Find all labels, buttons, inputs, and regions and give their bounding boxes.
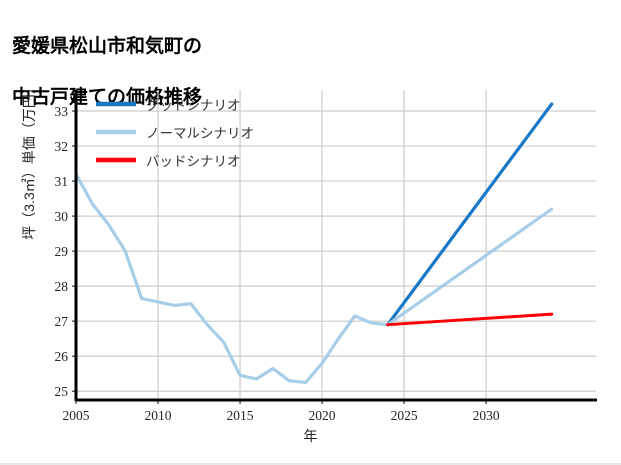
x-tick-label: 2005: [63, 408, 90, 423]
axis-spines: [74, 90, 597, 402]
series-line: [386, 102, 554, 327]
legend-label: バッドシナリオ: [146, 154, 241, 169]
chart-title: 愛媛県松山市和気町の 中古戸建ての価格推移: [12, 8, 202, 111]
y-tick-label: 27: [55, 314, 69, 329]
series-layer: [74, 102, 554, 385]
y-tick-label: 26: [55, 349, 69, 364]
y-tick-label: 29: [55, 244, 69, 259]
x-tick-label: 2030: [473, 408, 500, 423]
y-tick-label: 31: [55, 174, 69, 189]
legend-label: グッドシナリオ: [146, 98, 241, 113]
y-tick-label: 28: [55, 279, 69, 294]
chart-title-line-1: 愛媛県松山市和気町の: [12, 35, 203, 57]
series-line: [74, 172, 554, 385]
x-axis-label: 年: [303, 428, 318, 444]
legend-label: ノーマルシナリオ: [146, 126, 254, 141]
y-tick-label: 32: [55, 139, 69, 154]
x-tick-label: 2025: [391, 408, 418, 423]
y-tick-label: 30: [55, 209, 69, 224]
x-tick-label: 2015: [227, 408, 254, 423]
gridlines: [75, 90, 596, 400]
y-tick-label: 33: [55, 104, 69, 119]
axis-ticks: 25 26 27 28 29 30 31 32 33 2005 2010 2015 2020 2025 20…: [55, 104, 500, 423]
x-tick-label: 2020: [309, 408, 336, 423]
y-tick-label: 25: [55, 384, 69, 399]
series-line: [386, 312, 554, 327]
x-tick-label: 2010: [145, 408, 172, 423]
chart-title-line-2: 中古戸建ての価格推移: [12, 86, 203, 108]
